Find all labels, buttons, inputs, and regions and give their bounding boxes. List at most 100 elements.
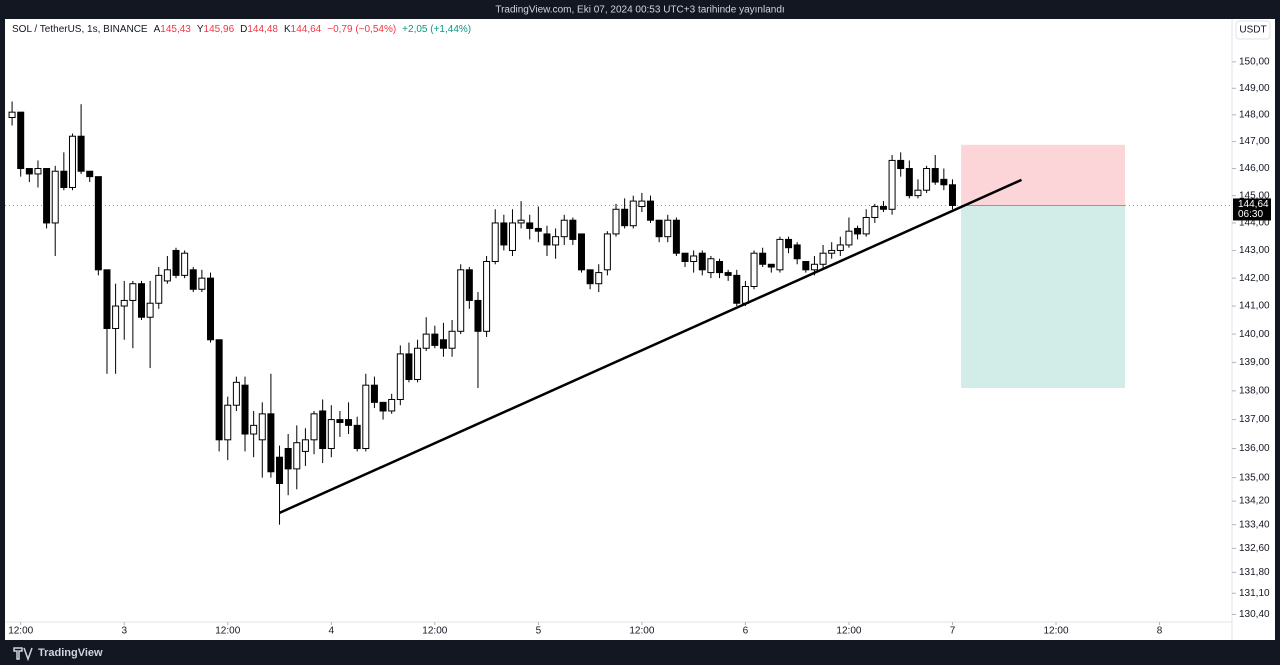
y-tick-label: 131,10 [1239, 588, 1270, 599]
candle-body [86, 170, 94, 178]
candle-body [888, 159, 896, 210]
candle-body [8, 111, 16, 119]
x-tick-label: 12:00 [8, 626, 33, 637]
candle-body [819, 252, 827, 265]
y-tick-label: 148,00 [1239, 109, 1270, 120]
candle-body [724, 272, 732, 276]
candle-body [379, 401, 387, 412]
candle-body [802, 261, 810, 271]
candle-body [759, 252, 767, 265]
candle-body [500, 222, 508, 246]
x-tick-label: 12:00 [836, 626, 861, 637]
candle-body [586, 269, 594, 285]
legend-label: Y [197, 24, 204, 35]
y-tick-label: 134,20 [1239, 496, 1270, 507]
y-tick-label: 150,00 [1239, 57, 1270, 68]
candle-body [232, 381, 240, 406]
candle-body [879, 206, 887, 210]
y-tick-label: 145,00 [1239, 190, 1270, 201]
y-tick-label: 141,00 [1239, 301, 1270, 312]
candle-body [595, 272, 603, 285]
candle-body [948, 184, 956, 206]
last-price-box [1233, 198, 1271, 221]
candle-body [767, 263, 775, 268]
symbol: SOL / TetherUS, 1s, BINANCE [12, 24, 148, 35]
y-tick-label: 144,00 [1239, 218, 1270, 229]
candle-body [431, 333, 439, 346]
candle-body [396, 353, 404, 400]
legend: SOL / TetherUS, 1s, BINANCE A145,43 Y145,9… [12, 24, 471, 35]
candle-body [836, 244, 844, 251]
candle-body [897, 159, 905, 170]
candle-body [741, 285, 749, 304]
candle-body [931, 168, 939, 183]
candle-body [34, 168, 42, 175]
legend-value: 144,48 [247, 24, 278, 35]
candle-body [733, 274, 741, 304]
candle-body [647, 200, 655, 221]
candle-body [414, 347, 422, 380]
candle-body [491, 222, 499, 263]
candle-body [146, 302, 154, 318]
y-tick-label: 149,00 [1239, 83, 1270, 94]
candle-body [655, 219, 663, 238]
candle-body [353, 424, 361, 450]
candle-body [793, 244, 801, 260]
candle-body [776, 238, 784, 271]
candle-body [448, 330, 456, 349]
x-tick-label: 12:00 [422, 626, 447, 637]
x-tick-label: 7 [950, 626, 956, 637]
candle-body [43, 168, 51, 224]
candle-body [362, 384, 370, 450]
candle-body [77, 135, 85, 172]
candle-body [241, 384, 249, 435]
candle-body [681, 252, 689, 263]
candle-body [189, 269, 197, 290]
candle-body [534, 227, 542, 232]
candle-body [370, 384, 378, 403]
y-tick-label: 136,00 [1239, 443, 1270, 454]
legend-label: K [284, 24, 291, 35]
candle-body [672, 219, 680, 254]
currency-box[interactable] [1235, 20, 1271, 40]
extra-change: +2,05 (+1,44%) [402, 24, 471, 35]
candle-body [25, 168, 33, 175]
candle-body [301, 439, 309, 452]
candle-body [276, 456, 284, 484]
candle-body [215, 339, 223, 441]
brand-logo [13, 647, 33, 662]
candle-body [612, 208, 620, 235]
ohlc: A145,43 Y145,96 D144,48 K144,64 [154, 24, 322, 35]
brand: TradingView [38, 647, 103, 659]
candle-body [905, 168, 913, 197]
candle-body [284, 448, 292, 470]
candle-body [336, 419, 344, 423]
candle-body [664, 219, 672, 238]
currency[interactable]: USDT [1239, 25, 1266, 36]
candle-body [310, 413, 318, 441]
published-note: TradingView.com, Eki 07, 2024 00:53 UTC+… [495, 5, 784, 16]
candle-body [112, 305, 120, 329]
candle-body [543, 233, 551, 246]
x-tick-label: 12:00 [1043, 626, 1068, 637]
candle-body [465, 269, 473, 301]
candle-body [750, 252, 758, 287]
candle-body [198, 277, 206, 290]
candle-body [629, 200, 637, 227]
plot [5, 101, 1232, 525]
x-tick-label: 12:00 [629, 626, 654, 637]
legend-value: 145,43 [160, 24, 191, 35]
candle-body [810, 263, 818, 271]
candle-body [17, 111, 25, 170]
candle-body [845, 230, 853, 246]
candle-body [319, 410, 327, 450]
candle-body [483, 261, 491, 332]
last-price-label: 144,64 [1238, 199, 1269, 210]
candle-body [163, 269, 171, 282]
candle-body [828, 249, 836, 254]
candle-body [871, 206, 879, 218]
legend-label: A [154, 24, 161, 35]
countdown: 06:30 [1238, 209, 1263, 220]
y-tick-label: 142,00 [1239, 273, 1270, 284]
